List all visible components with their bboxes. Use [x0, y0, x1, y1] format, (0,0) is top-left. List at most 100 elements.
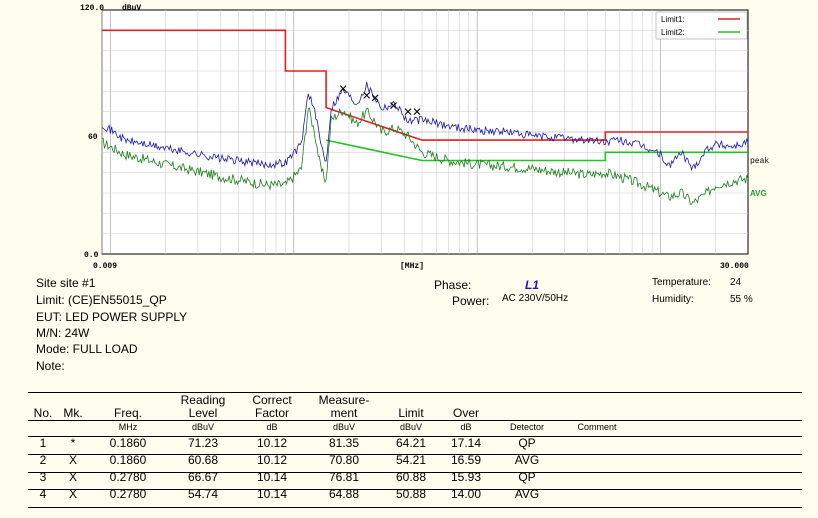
header-comment [562, 392, 632, 420]
peak-marker [413, 108, 421, 116]
cell-over: 17.14 [450, 435, 482, 450]
units-top-rule [28, 420, 802, 421]
header-no: No. [33, 406, 53, 420]
header-measure-line1: Measure- [318, 393, 370, 407]
unit-limit: dBuV [399, 422, 423, 432]
avg-trace-label: AVG [750, 189, 767, 198]
cell-reading: 60.68 [187, 452, 219, 467]
peak-trace-label: peak [750, 157, 769, 166]
cell-correct: 10.14 [256, 469, 288, 484]
header-measure-line2: ment [330, 406, 358, 420]
cell-measure: 76.81 [328, 469, 360, 484]
unit-measure: dBuV [332, 422, 356, 432]
header-reading: Reading Level [168, 392, 238, 420]
row-rule-1 [28, 454, 802, 455]
cell-detector: QP [518, 469, 536, 484]
header-correct: Correct Factor [238, 392, 306, 420]
cell-no: 1 [39, 435, 47, 450]
cell-mk: X [68, 452, 77, 467]
avg-trace [101, 107, 749, 205]
limit1-line [102, 29, 748, 141]
mode-info: Mode: FULL LOAD [36, 342, 138, 356]
humidity-label: Humidity: [652, 294, 694, 305]
header-detector [492, 392, 562, 420]
peak-marker [404, 108, 412, 116]
cell-limit: 60.88 [395, 469, 427, 484]
cell-freq: 0.1860 [109, 435, 147, 450]
unit-reading: dBuV [191, 422, 215, 432]
peak-trace [101, 81, 749, 172]
y-top-label: 120.0 [80, 4, 104, 13]
row-rule-3 [28, 489, 802, 490]
header-correct-line2: Factor [254, 406, 289, 420]
table-units-row: MHz dBuV dB dBuV dBuV dB Detector Commen… [28, 420, 802, 434]
cell-measure: 70.80 [328, 452, 360, 467]
cell-no: 3 [39, 469, 47, 484]
cell-freq: 0.2780 [109, 469, 147, 484]
peak-marker [339, 85, 347, 92]
phase-value: L1 [525, 278, 540, 292]
cell-comment [562, 468, 632, 485]
header-over: Over [452, 406, 479, 420]
cell-over: 14.00 [450, 486, 482, 501]
peak-marker [390, 102, 397, 109]
cell-correct: 10.12 [256, 452, 288, 467]
header-correct-line1: Correct [252, 393, 292, 407]
site-info: Site site #1 [36, 276, 96, 290]
cell-detector: AVG [514, 452, 540, 467]
cell-over: 15.93 [450, 469, 482, 484]
cell-no: 4 [39, 486, 47, 501]
cell-mk: * [70, 435, 76, 450]
cell-correct: 10.12 [256, 435, 288, 450]
cell-over: 16.59 [450, 452, 482, 467]
y-unit-label: dBuV [122, 4, 141, 13]
header-mk: Mk. [63, 406, 83, 420]
temperature-label: Temperature: [652, 277, 711, 288]
cell-freq: 0.1860 [109, 452, 147, 467]
power-label: Power: [452, 294, 490, 308]
eut-info: EUT: LED POWER SUPPLY [36, 310, 188, 324]
limit-lines [102, 29, 748, 162]
cell-limit: 64.21 [395, 435, 427, 450]
unit-detector: Detector [509, 422, 544, 432]
emission-chart: 120.0 dBuV 60 0.0 0.009 [MHz] 30.000 Lim… [80, 4, 769, 271]
cell-reading: 54.74 [187, 486, 219, 501]
peak-marker [371, 94, 379, 102]
limit2-line [325, 139, 748, 162]
table-row: 4 X 0.2780 54.74 10.14 64.88 50.88 14.00… [28, 485, 802, 502]
power-value: AC 230V/50Hz [502, 293, 569, 304]
table-row: 2 X 0.1860 60.68 10.12 70.80 54.21 16.59… [28, 451, 802, 468]
unit-comment: Comment [577, 422, 617, 432]
limit-info: Limit: (CE)EN55015_QP [36, 293, 167, 307]
legend-limit1-label: Limit1: [661, 15, 685, 24]
cell-comment [562, 485, 632, 502]
cell-mk: X [68, 486, 77, 501]
cell-freq: 0.2780 [109, 486, 147, 501]
table-top-rule [28, 392, 802, 393]
phase-label: Phase: [434, 278, 472, 292]
header-freq: Freq. [113, 406, 142, 420]
unit-correct: dB [266, 422, 278, 432]
cell-comment [562, 434, 632, 451]
legend: Limit1: Limit2: [655, 11, 748, 40]
cell-mk: X [68, 469, 77, 484]
table-row: 1 * 0.1860 71.23 10.12 81.35 64.21 17.14… [28, 434, 802, 451]
x-unit-label: [MHz] [400, 262, 424, 271]
traces [101, 81, 749, 205]
row-rule-2 [28, 472, 802, 473]
header-limit: Limit [398, 406, 424, 420]
markers [339, 85, 421, 116]
unit-freq: MHz [118, 422, 138, 432]
cell-reading: 66.67 [187, 469, 219, 484]
units-bottom-rule [28, 436, 802, 437]
grid [101, 10, 748, 254]
header-reading-line2: Level [188, 406, 218, 420]
peak-marker [363, 92, 371, 99]
cell-correct: 10.14 [256, 486, 288, 501]
cell-comment [562, 451, 632, 468]
humidity-value: 55 % [730, 294, 753, 305]
cell-limit: 50.88 [395, 486, 427, 501]
x-right-label: 30.000 [720, 262, 749, 271]
table-header-row: No. Mk. Freq. Reading Level Correct Factor… [28, 392, 802, 420]
note-info: Note: [36, 359, 65, 373]
